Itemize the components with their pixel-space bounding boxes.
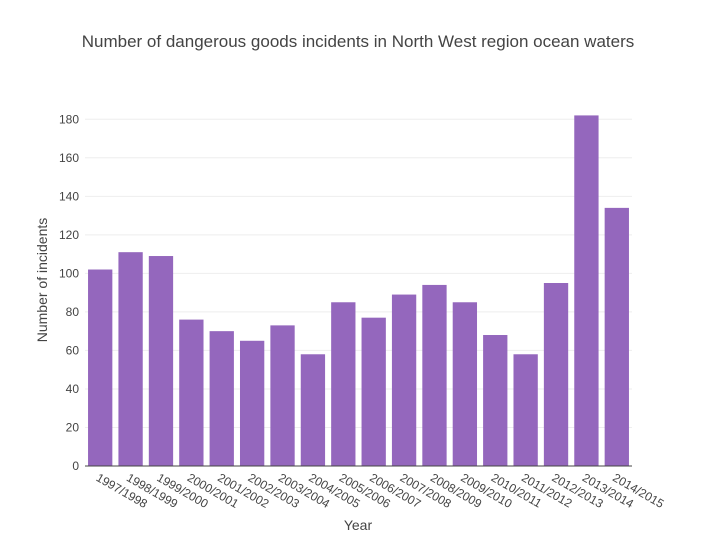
gridlines: [85, 118, 632, 428]
chart-title: Number of dangerous goods incidents in N…: [82, 32, 635, 51]
bar-2001-2002[interactable]: [209, 331, 234, 466]
bar-2009-2010[interactable]: [452, 302, 478, 466]
bar-2003-2004[interactable]: [270, 325, 295, 466]
bar-2005-2006[interactable]: [331, 302, 356, 466]
bar-2004-2005[interactable]: [300, 354, 326, 466]
bar-2008-2009[interactable]: [422, 284, 447, 466]
bar-2002-2003[interactable]: [239, 340, 265, 466]
y-tick-label: 160: [59, 151, 79, 165]
x-tick-labels: 1997/19981998/19991999/20002000/20012001…: [94, 470, 667, 511]
y-tick-label: 120: [59, 228, 79, 242]
bar-2006-2007[interactable]: [361, 317, 386, 466]
bar-2007-2008[interactable]: [391, 294, 417, 466]
bar-2010-2011[interactable]: [483, 335, 508, 466]
y-tick-label: 100: [59, 266, 79, 280]
y-tick-labels: 0 20 40 60 80 100 120 140 160 180: [59, 112, 79, 473]
y-tick-label: 40: [66, 382, 80, 396]
bar-2014-2015[interactable]: [604, 207, 629, 466]
x-axis-title: Year: [344, 517, 373, 533]
y-tick-label: 140: [59, 189, 79, 203]
bar-2011-2012[interactable]: [513, 354, 538, 466]
y-tick-label: 60: [66, 343, 80, 357]
bar-1999-2000[interactable]: [148, 256, 174, 466]
bar-1998-1999[interactable]: [118, 252, 143, 466]
y-tick-label: 0: [72, 459, 79, 473]
bars: [88, 115, 629, 467]
bar-2012-2013[interactable]: [543, 283, 569, 466]
bar-1997-1998[interactable]: [88, 269, 113, 466]
bar-2013-2014[interactable]: [574, 115, 599, 467]
y-tick-label: 20: [66, 420, 80, 434]
y-tick-label: 80: [66, 305, 80, 319]
y-tick-label: 180: [59, 112, 79, 126]
y-axis-title: Number of incidents: [34, 218, 50, 343]
bar-2000-2001[interactable]: [179, 319, 204, 466]
